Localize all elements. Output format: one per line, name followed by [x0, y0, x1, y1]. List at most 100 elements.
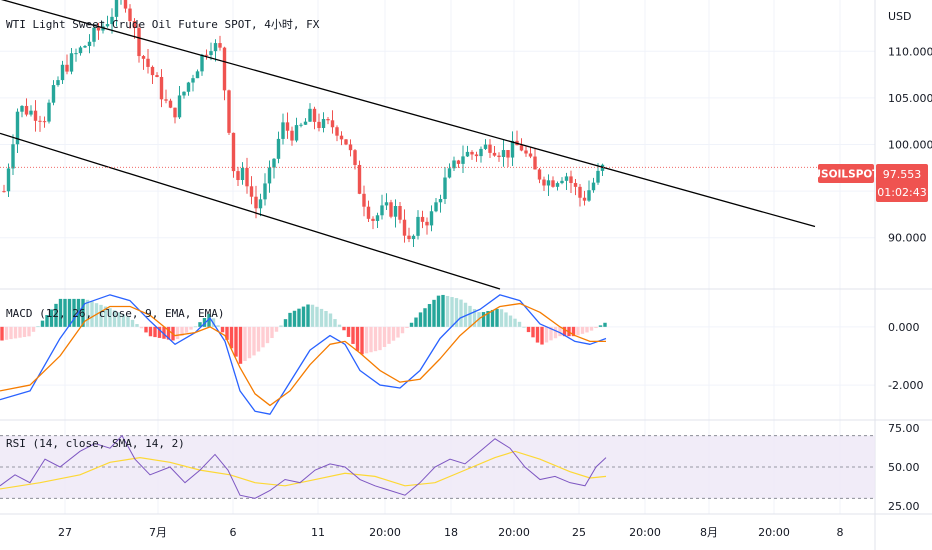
macd-hist-bar: [337, 324, 342, 327]
last-price-badge: 97.553 01:02:43: [876, 164, 928, 202]
macd-hist-bar: [135, 324, 139, 327]
candle-body: [96, 27, 101, 31]
macd-hist-bar: [36, 326, 40, 328]
candle-body: [393, 206, 398, 217]
time-tick-label: 27: [58, 526, 72, 539]
macd-hist-bar: [9, 326, 13, 340]
symbol-badge[interactable]: USOILSPOT: [813, 164, 881, 183]
candle-body: [267, 167, 272, 184]
macd-hist-bar: [180, 326, 184, 336]
macd-tick-label: -2.000: [888, 379, 923, 392]
macd-hist-bar: [405, 326, 409, 329]
macd-hist-bar: [342, 326, 346, 331]
macd-hist-bar: [535, 326, 540, 343]
macd-hist-bar: [162, 326, 166, 339]
macd-hist-bar: [90, 301, 94, 327]
candle-body: [330, 120, 335, 128]
channel-lower-line: [0, 132, 501, 290]
candle-body: [398, 206, 402, 220]
macd-hist-bar: [202, 317, 207, 327]
chart-title: WTI Light Sweet Crude Oil Future SPOT, 4…: [6, 18, 320, 31]
candle-body: [164, 99, 168, 101]
candle-body: [357, 164, 362, 194]
currency-label: USD: [888, 10, 912, 23]
symbol-text: USOILSPOT: [813, 169, 881, 181]
macd-line: [0, 294, 607, 415]
candle-body: [2, 191, 6, 193]
macd-hist-bar: [414, 317, 418, 327]
macd-hist-bar: [562, 326, 567, 337]
candle-body: [380, 205, 384, 216]
time-axis[interactable]: 27 7月 6 11 20:00 18 20:00 25 20:00 8月 20:00 8: [58, 526, 844, 539]
candle-body: [573, 183, 578, 187]
macd-hist-bar: [409, 322, 414, 327]
macd-hist-bar: [594, 326, 598, 329]
candle-body: [537, 169, 542, 180]
macd-hist-bar: [256, 326, 261, 352]
candle-body: [560, 180, 564, 184]
macd-hist-bar: [49, 309, 54, 327]
rsi-label: RSI (14, close, SMA, 14, 2): [6, 437, 185, 450]
candle-body: [60, 64, 65, 81]
macd-axis[interactable]: 0.000 -2.000: [888, 321, 923, 392]
macd-hist-bar: [333, 319, 337, 327]
macd-hist-bar: [0, 326, 4, 341]
macd-hist-bar: [54, 303, 58, 327]
candle-body: [344, 139, 348, 145]
rsi-lines: [0, 434, 607, 499]
candle-body: [578, 186, 582, 198]
macd-hist-bar: [432, 299, 436, 327]
candle-body: [249, 186, 254, 197]
macd-hist-bar: [558, 326, 562, 337]
macd-hist-bar: [571, 326, 576, 337]
candle-body: [222, 47, 227, 91]
candle-body: [231, 132, 236, 172]
macd-hist-bar: [225, 326, 229, 340]
candle-body: [168, 100, 173, 108]
candle-body: [326, 119, 330, 121]
price-tick-label: 110.000: [888, 45, 932, 58]
candle-body: [528, 153, 533, 157]
macd-hist-bar: [328, 313, 333, 327]
rsi-axis[interactable]: 75.00 50.00 25.00: [888, 422, 920, 513]
macd-hist-bar: [189, 326, 193, 330]
candle-body: [110, 16, 114, 25]
candle-body: [51, 85, 56, 103]
macd-hist-bar: [297, 308, 301, 327]
trend-channel[interactable]: [0, 0, 816, 290]
macd-hist-bar: [585, 326, 589, 333]
macd-hist-bar: [459, 299, 463, 327]
macd-hist-bar: [166, 326, 171, 340]
macd-hist-bar: [72, 298, 76, 327]
macd-hist-bar: [184, 326, 189, 333]
macd-hist-bar: [288, 312, 292, 327]
candle-body: [20, 105, 24, 112]
macd-hist-bar: [499, 309, 504, 327]
candle-body: [6, 168, 11, 192]
candle-body: [123, 0, 128, 9]
macd-hist-bar: [99, 304, 103, 327]
candle-body: [177, 95, 182, 118]
candle-body: [87, 41, 92, 47]
macd-hist-bar: [504, 312, 508, 327]
candle-body: [465, 151, 470, 157]
last-price-text: 97.553: [883, 168, 922, 181]
macd-hist-bar: [63, 298, 67, 327]
macd-hist-bar: [522, 326, 526, 328]
candle-body: [402, 219, 407, 236]
macd-hist-bar: [387, 326, 391, 344]
candle-body: [569, 176, 573, 184]
candle-body: [384, 202, 389, 206]
macd-hist-bar: [378, 326, 382, 351]
candle-body: [245, 167, 249, 187]
price-axis[interactable]: 110.000 105.000 100.000 90.000: [888, 45, 932, 244]
macd-histogram: [0, 294, 607, 364]
macd-hist-bar: [144, 326, 148, 333]
candle-body: [564, 176, 569, 181]
candle-body: [92, 27, 96, 42]
candle-body: [33, 110, 38, 121]
time-tick-label: 7月: [149, 526, 167, 539]
macd-hist-bar: [540, 326, 544, 345]
macd-hist-bar: [472, 309, 477, 327]
